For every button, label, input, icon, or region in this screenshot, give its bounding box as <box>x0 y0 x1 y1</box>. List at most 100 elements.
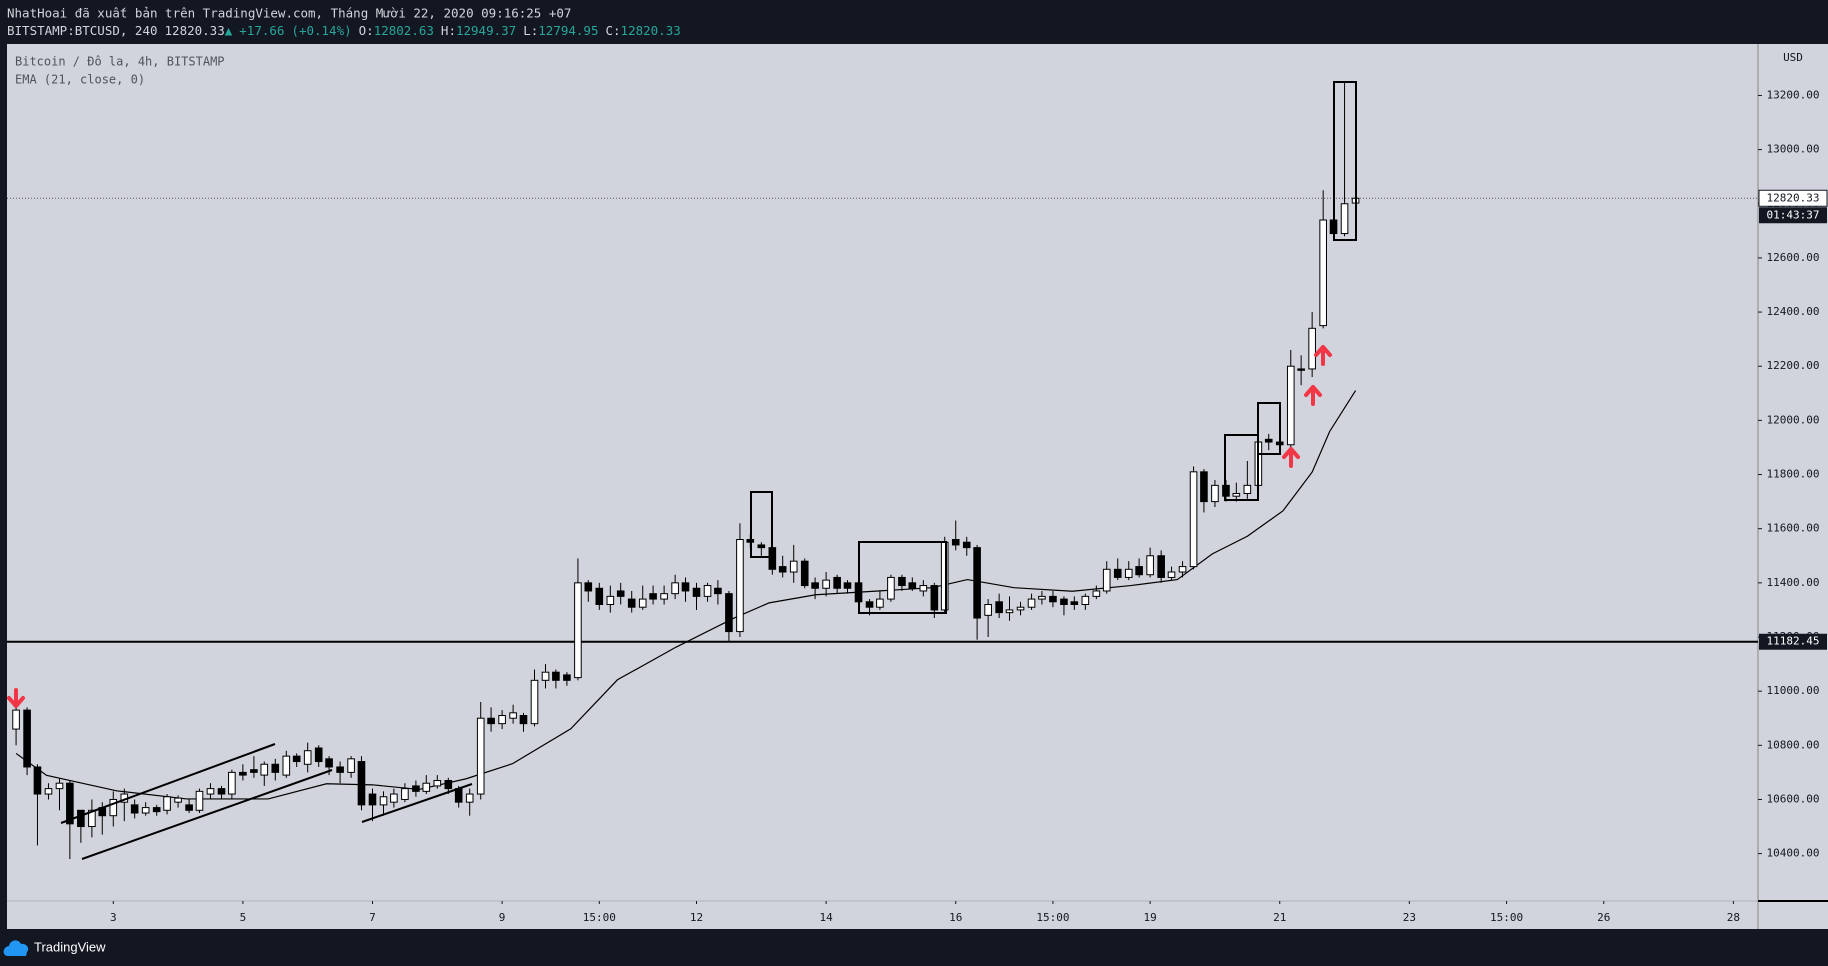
candle-body <box>1146 555 1154 576</box>
candle-body <box>1049 595 1057 603</box>
candle-body <box>1189 471 1198 568</box>
high-label: H: <box>441 23 456 38</box>
y-tick-label: 11000.00 <box>1767 684 1820 697</box>
candle-body <box>1167 571 1176 578</box>
candle-body <box>1113 568 1122 578</box>
candle-body <box>1340 203 1349 235</box>
candle-body <box>174 797 182 803</box>
candle-body <box>789 560 798 573</box>
footer <box>0 929 1828 966</box>
y-tick-label: 10600.00 <box>1767 792 1820 805</box>
candle-body <box>1308 327 1316 370</box>
candle-body <box>595 587 604 606</box>
candle-body <box>951 539 960 546</box>
last-price-box <box>1758 189 1828 207</box>
candle-body <box>336 766 344 773</box>
candle-body <box>1211 484 1219 503</box>
candle-body <box>357 761 366 806</box>
y-tick-label: 10800.00 <box>1767 738 1820 751</box>
countdown: 01:43:37 <box>1767 208 1820 221</box>
candle-body <box>908 582 917 589</box>
low-value: 12794.95 <box>538 23 598 38</box>
candle-body <box>152 807 161 813</box>
candle-body <box>325 758 333 768</box>
candle-body <box>725 593 733 633</box>
brand: TradingView <box>34 939 106 954</box>
y-tick-label: 12600.00 <box>1767 251 1820 264</box>
candle-body <box>1297 368 1305 371</box>
chart-background <box>7 44 1828 929</box>
box <box>1257 402 1281 455</box>
candle-body <box>671 582 679 595</box>
candle-body <box>292 755 301 763</box>
candle-body <box>260 763 269 776</box>
trend-line <box>361 783 473 823</box>
candle-body <box>185 804 193 811</box>
up-arrow <box>1304 385 1322 406</box>
candle-body <box>811 582 819 589</box>
x-tick-label: 19 <box>1144 911 1157 924</box>
x-tick-label: 12 <box>690 911 703 924</box>
y-tick-label: 10400.00 <box>1767 847 1820 860</box>
candle-body <box>843 582 852 589</box>
candle-body <box>433 780 442 787</box>
candle-body <box>88 809 96 828</box>
candle-body <box>606 595 615 606</box>
y-tick-label: 12200.00 <box>1767 359 1820 372</box>
candle-body <box>368 793 377 806</box>
candle-body <box>714 587 722 595</box>
box <box>750 491 773 558</box>
candle-body <box>476 717 485 795</box>
candle-body <box>1070 601 1079 606</box>
candle-body <box>77 809 85 828</box>
y-tick-label: 11600.00 <box>1767 522 1820 535</box>
candle-body <box>33 766 42 795</box>
y-tick-label: 13000.00 <box>1767 143 1820 156</box>
level-box <box>1759 633 1827 650</box>
candle-body <box>303 750 312 765</box>
open-value: 12802.63 <box>374 23 434 38</box>
candle-body <box>239 771 247 776</box>
candle-body <box>454 788 463 803</box>
candle-body <box>649 593 657 600</box>
last-price-label: 12820.33 <box>1767 191 1820 204</box>
candle-body <box>314 747 323 763</box>
candle-body <box>703 585 712 597</box>
candle-body <box>1038 595 1046 600</box>
logo <box>3 940 29 956</box>
ema-legend: EMA (21, close, 0) <box>15 73 145 87</box>
candle-body <box>638 598 647 608</box>
x-tick-label: 23 <box>1403 911 1416 924</box>
x-tick-label: 26 <box>1597 911 1610 924</box>
candle-body <box>800 560 809 587</box>
candle-body <box>379 796 388 806</box>
candle-body <box>962 541 971 549</box>
candle-body <box>1060 598 1068 606</box>
candle-body <box>681 582 690 592</box>
box <box>858 541 947 614</box>
symbol: BITSTAMP:BTCUSD, 240 <box>7 23 158 38</box>
x-tick-label: 15:00 <box>1490 911 1523 924</box>
candle-body <box>1243 484 1252 494</box>
candle-body <box>12 709 20 730</box>
candle-body <box>984 604 992 616</box>
candle-body <box>995 601 1003 614</box>
candle-body <box>898 576 906 587</box>
high-value: 12949.37 <box>456 23 516 38</box>
candle-body <box>217 788 226 795</box>
candle-body <box>627 598 636 608</box>
candle-body <box>833 576 841 589</box>
candle-body <box>412 785 420 792</box>
trend-line <box>60 743 276 824</box>
x-tick-label: 9 <box>499 911 506 924</box>
candle-body <box>660 593 668 600</box>
candle-body <box>552 671 560 681</box>
candle-body <box>919 585 928 592</box>
candle-body <box>109 798 118 817</box>
y-tick-label: 11800.00 <box>1767 468 1820 481</box>
currency: USD <box>1783 51 1803 64</box>
ema-line <box>15 390 1357 800</box>
candle-body <box>347 758 355 773</box>
